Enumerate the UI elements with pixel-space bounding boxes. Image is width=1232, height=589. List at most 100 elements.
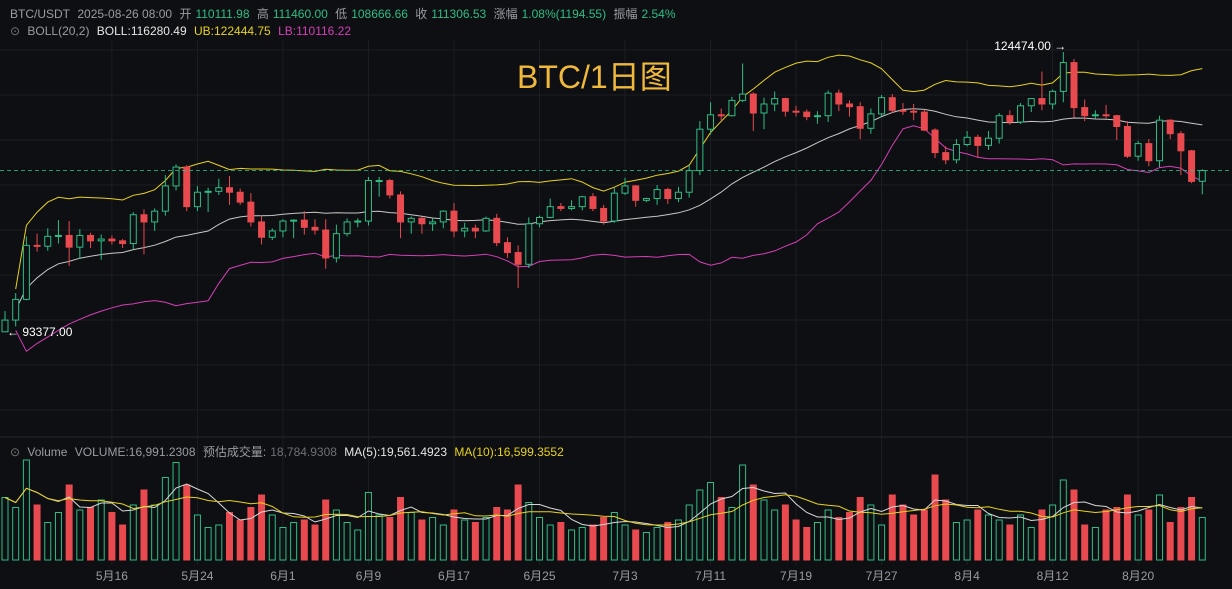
candle-body xyxy=(54,234,62,237)
volume-bar xyxy=(258,494,266,561)
candle-body xyxy=(140,214,148,223)
volume-bar xyxy=(22,459,30,561)
candle-body xyxy=(984,137,992,146)
volume-bar xyxy=(1006,524,1014,561)
candle-body xyxy=(792,110,800,113)
volume-bar xyxy=(963,519,971,561)
candle-body xyxy=(1006,115,1014,123)
volume-bar xyxy=(247,507,255,561)
volume-bar xyxy=(300,519,308,561)
volume-bar xyxy=(193,514,201,561)
volume-bar xyxy=(332,509,340,561)
volume-bar xyxy=(546,524,554,561)
volume-bar xyxy=(418,519,426,561)
candle-body xyxy=(364,180,372,222)
candle-body xyxy=(824,92,832,117)
candle-body xyxy=(290,219,298,222)
volume-bar xyxy=(610,512,618,561)
volume-bar xyxy=(33,504,41,561)
volume-bar xyxy=(878,524,886,561)
candle-body xyxy=(707,114,715,130)
volume-bar xyxy=(461,519,469,561)
candle-body xyxy=(653,189,661,200)
toggle-icon[interactable]: ⊙ xyxy=(10,24,21,38)
boll-header: ⊙ BOLL(20,2) BOLL:116280.49 UB:122444.75… xyxy=(10,24,355,38)
volume-bar xyxy=(984,514,992,561)
volume-bar xyxy=(653,527,661,561)
volume-bar xyxy=(1134,514,1142,561)
volume-bar xyxy=(503,509,511,561)
volume-bar xyxy=(1123,494,1131,561)
candle-body xyxy=(161,185,169,212)
volume-bar xyxy=(65,484,73,561)
candle-body xyxy=(76,234,84,248)
candle-body xyxy=(1070,62,1078,109)
volume-bar xyxy=(343,522,351,561)
volume-bar xyxy=(183,484,191,561)
volume-bar xyxy=(161,477,169,561)
volume-bar xyxy=(311,524,319,561)
candle-body xyxy=(589,196,597,209)
candle-body xyxy=(268,230,276,238)
candle-body xyxy=(225,187,233,193)
volume-bar xyxy=(119,524,127,561)
volume-bar xyxy=(279,527,287,561)
volume-bar xyxy=(1198,517,1206,561)
candle-body xyxy=(781,98,789,112)
volume-bar xyxy=(685,504,693,561)
candle-body xyxy=(129,214,137,245)
volume-bar xyxy=(707,482,715,561)
candle-body xyxy=(1113,115,1121,128)
candle-body xyxy=(621,185,629,194)
candle-body xyxy=(439,210,447,223)
volume-bar xyxy=(995,519,1003,561)
volume-bar xyxy=(204,527,212,561)
volume-bar xyxy=(1102,509,1110,561)
candle-body xyxy=(846,103,854,108)
x-tick-label: 7月11 xyxy=(695,569,726,583)
volume-bar xyxy=(87,507,95,561)
volume-bar xyxy=(578,527,586,561)
candle-body xyxy=(578,196,586,208)
candle-body xyxy=(258,221,266,238)
ma5-value: MA(5):19,561.4923 xyxy=(344,445,448,459)
volume-bar xyxy=(525,502,533,561)
candle-body xyxy=(183,166,191,208)
boll-lower xyxy=(15,125,1203,353)
estimate-label: 预估成交量: xyxy=(202,445,267,459)
toggle-icon[interactable]: ⊙ xyxy=(10,445,21,459)
volume-bar xyxy=(97,499,105,561)
candle-body xyxy=(418,217,426,225)
candle-body xyxy=(204,190,212,193)
volume-bar xyxy=(749,484,757,561)
candle-body xyxy=(332,233,340,259)
candle-body xyxy=(952,144,960,161)
open-value: 110111.98 xyxy=(195,7,250,21)
volume-bar xyxy=(696,489,704,561)
candle-body xyxy=(33,244,41,247)
volume-bar xyxy=(1156,494,1164,561)
volume-bar xyxy=(514,484,522,561)
x-tick-label: 5月24 xyxy=(181,569,213,583)
candle-body xyxy=(22,244,30,300)
volume-bar xyxy=(888,494,896,561)
volume-bar xyxy=(1070,489,1078,561)
candle-body xyxy=(749,93,757,114)
candle-body xyxy=(450,210,458,232)
volume-bar xyxy=(12,507,20,561)
candle-body xyxy=(407,217,415,223)
volume-bar xyxy=(856,497,864,561)
volume-bar xyxy=(450,509,458,561)
candle-body xyxy=(461,227,469,232)
boll-lb: LB:110116.22 xyxy=(278,24,352,38)
candle-body xyxy=(1,319,9,333)
candle-body xyxy=(354,220,362,223)
candle-body xyxy=(343,221,351,235)
volume-bar xyxy=(44,522,52,561)
candle-body xyxy=(1059,62,1067,92)
candle-body xyxy=(482,217,490,232)
candle-body xyxy=(300,219,308,228)
candle-body xyxy=(1166,119,1174,135)
candle-body xyxy=(1091,114,1099,117)
